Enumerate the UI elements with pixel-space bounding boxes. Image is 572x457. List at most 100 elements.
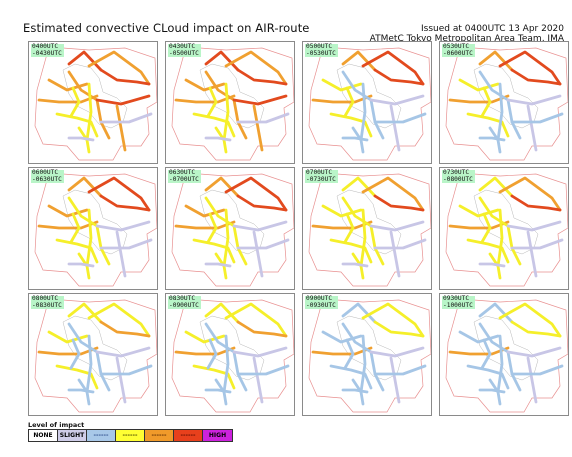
air-route [448, 346, 510, 356]
forecast-panel: 0400UTC -0430UTC [28, 41, 158, 164]
issued-time: Issued at 0400UTC 13 Apr 2020 [420, 24, 564, 34]
air-route [85, 82, 93, 142]
air-route [369, 220, 425, 232]
air-route [496, 82, 504, 142]
route-map [171, 173, 294, 287]
time-to: -0730UTC [306, 175, 336, 183]
legend: Level of impact NONE SLIGHT ------ ------ --… [28, 421, 233, 442]
time-range-label: 0500UTC -0530UTC [305, 43, 338, 58]
air-route [458, 78, 500, 92]
air-route [478, 388, 506, 394]
legend-item: HIGH [203, 430, 232, 441]
air-route [496, 208, 504, 268]
air-route [115, 356, 127, 404]
air-route [236, 194, 288, 212]
time-range-label: 0800UTC -0830UTC [31, 295, 64, 310]
air-route [506, 220, 562, 232]
airspace-boundary [308, 299, 431, 413]
air-route [329, 364, 373, 390]
forecast-panel: 0800UTC -0830UTC [28, 293, 158, 416]
air-route [224, 50, 288, 86]
air-route [359, 208, 367, 268]
coastline [473, 63, 539, 129]
air-route [369, 346, 425, 358]
air-route [359, 82, 367, 142]
air-route [458, 204, 500, 218]
page-title: Estimated convective CLoud impact on AIR… [23, 21, 310, 35]
legend-item: ------ [87, 430, 116, 441]
coastline [199, 63, 265, 129]
route-map [171, 47, 294, 161]
route-map [34, 299, 157, 413]
air-route [85, 208, 93, 268]
air-route [99, 194, 151, 212]
forecast-panel: 0630UTC -0700UTC [165, 167, 295, 290]
time-to: -1000UTC [443, 301, 473, 309]
air-route [311, 346, 373, 356]
air-route [329, 112, 373, 138]
time-from: 0500UTC [306, 43, 333, 50]
air-route [37, 220, 99, 230]
air-route [389, 104, 401, 152]
air-route [206, 338, 218, 370]
air-route [343, 338, 355, 370]
air-route [174, 220, 236, 230]
issued-info: Issued at 0400UTC 13 Apr 2020 ATMetC Tok… [370, 24, 564, 44]
air-route [480, 212, 492, 244]
air-route [252, 356, 264, 404]
route-map [445, 47, 568, 161]
air-route [510, 194, 562, 212]
air-route [478, 262, 506, 268]
air-route [389, 230, 401, 278]
air-route [506, 94, 562, 106]
time-to: -0530UTC [306, 49, 336, 57]
route-map [308, 47, 431, 161]
time-from: 0530UTC [443, 43, 470, 50]
time-to: -0830UTC [32, 301, 62, 309]
air-route [222, 208, 230, 268]
air-route [99, 364, 153, 376]
air-route [85, 334, 93, 394]
forecast-grid: 0400UTC -0430UTC 0430UTC -0500UTC 0500UTC -05… [28, 41, 572, 419]
coastline [336, 189, 402, 255]
airspace-boundary [445, 47, 568, 161]
time-range-label: 0730UTC -0800UTC [442, 169, 475, 184]
airspace-boundary [308, 47, 431, 161]
air-route [329, 238, 373, 264]
air-route [359, 334, 367, 394]
time-to: -0800UTC [443, 175, 473, 183]
air-route [526, 230, 538, 278]
air-route [99, 112, 153, 124]
legend-item: ------ [145, 430, 174, 441]
time-to: -0600UTC [443, 49, 473, 57]
airspace-boundary [171, 47, 294, 161]
air-route [95, 220, 151, 232]
air-route [206, 86, 218, 118]
air-route [87, 302, 151, 338]
issuer: ATMetC Tokyo Metropolitan Area Team, JMA [369, 34, 564, 44]
air-route [192, 112, 236, 138]
air-route [373, 194, 425, 212]
route-map [445, 299, 568, 413]
air-route [341, 262, 369, 268]
time-from: 0600UTC [32, 169, 59, 176]
air-route [373, 320, 425, 338]
route-map [34, 47, 157, 161]
air-route [478, 136, 506, 142]
forecast-panel: 0530UTC -0600UTC [439, 41, 569, 164]
time-range-label: 0830UTC -0900UTC [168, 295, 201, 310]
air-route [369, 94, 425, 106]
air-route [498, 50, 562, 86]
time-from: 0930UTC [443, 295, 470, 302]
air-route [448, 220, 510, 230]
time-range-label: 0600UTC -0630UTC [31, 169, 64, 184]
airspace-boundary [308, 173, 431, 287]
legend-item: SLIGHT [58, 430, 87, 441]
air-route [47, 330, 89, 344]
coastline [62, 315, 128, 381]
time-range-label: 0700UTC -0730UTC [305, 169, 338, 184]
air-route [343, 86, 355, 118]
air-route [480, 86, 492, 118]
coastline [62, 189, 128, 255]
coastline [473, 189, 539, 255]
